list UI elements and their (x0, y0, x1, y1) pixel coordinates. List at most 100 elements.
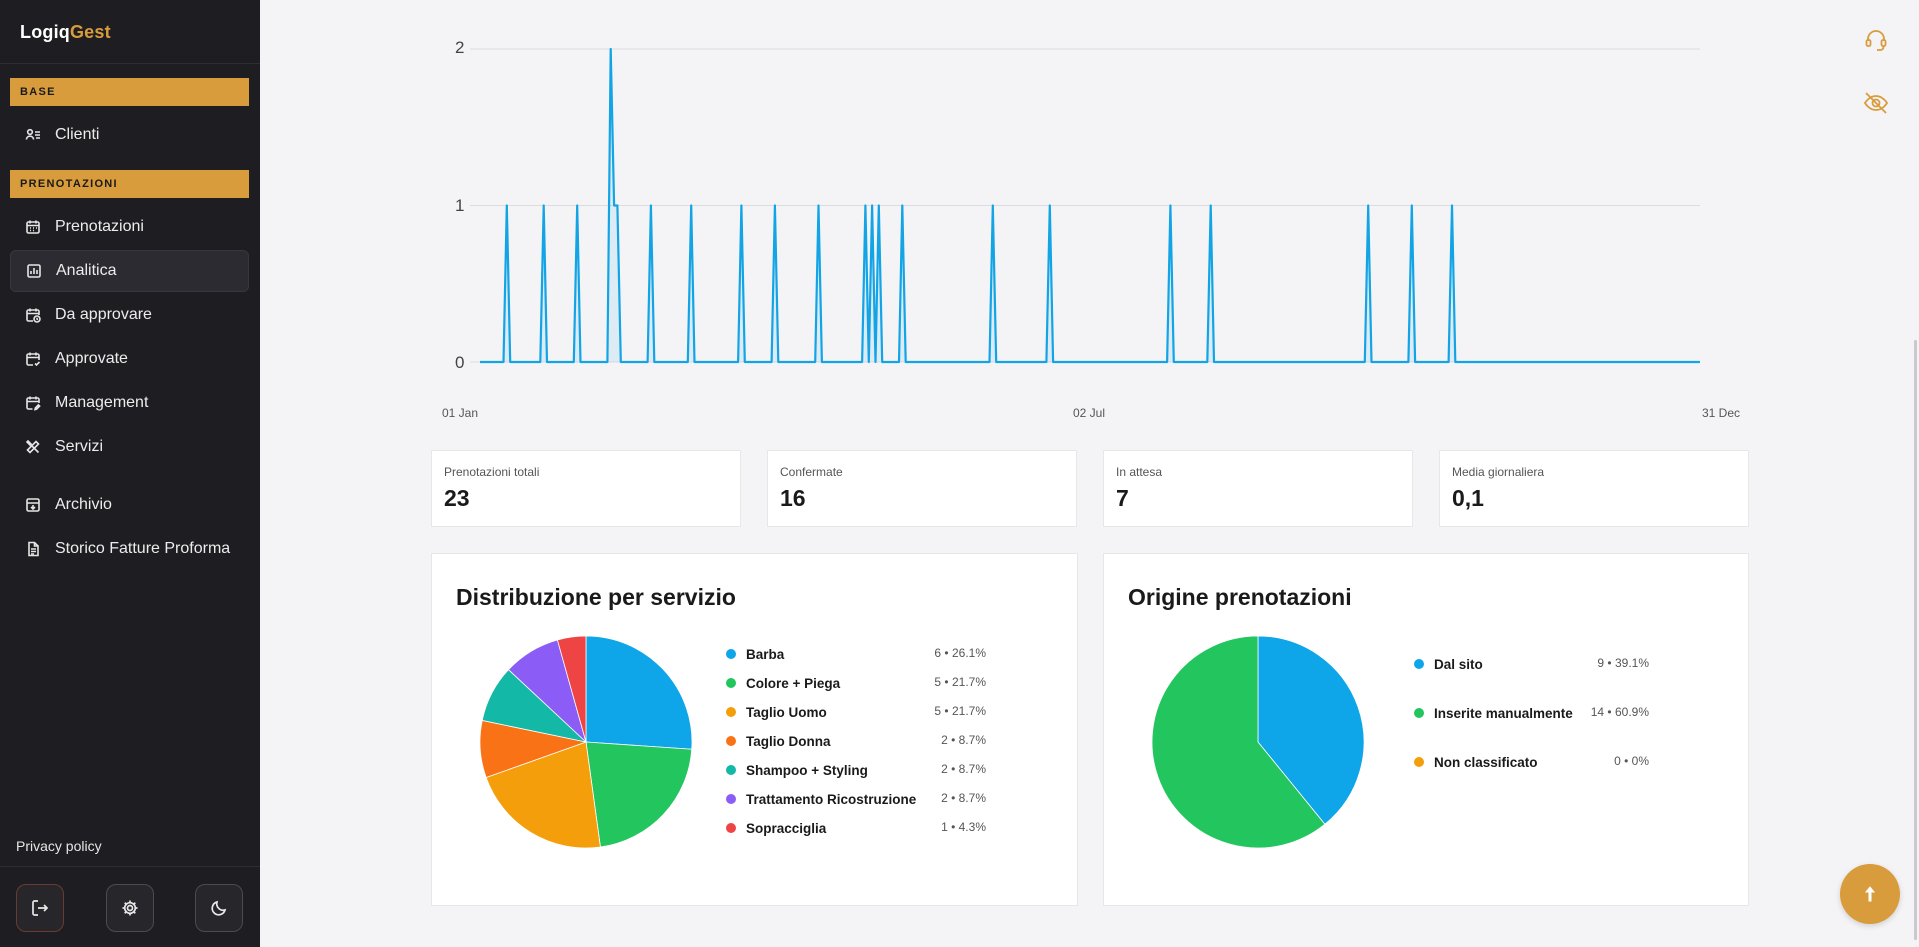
sidebar-item-label: Management (55, 394, 149, 411)
sidebar: LogiqGest BASE Clienti PRENOTAZIONI Pren… (0, 0, 260, 947)
stat-card-pending: In attesa 7 (1103, 450, 1413, 527)
legend-dot (726, 823, 736, 833)
sidebar-item-management[interactable]: Management (10, 382, 249, 424)
series-line (480, 47, 1700, 364)
legend-value: 2 • 8.7% (941, 733, 986, 747)
x-tick-label: 31 Dec (1702, 406, 1741, 420)
document-icon (25, 541, 41, 557)
section-header-base: BASE (10, 78, 249, 106)
sidebar-item-da-approvare[interactable]: Da approvare (10, 294, 249, 336)
stat-card-confirmed: Confermate 16 (767, 450, 1077, 527)
sidebar-item-label: Clienti (55, 126, 100, 143)
stat-label: In attesa (1116, 465, 1163, 479)
theme-toggle-button[interactable] (195, 884, 243, 932)
pie-slice (485, 741, 601, 849)
legend-value: 5 • 21.7% (934, 704, 986, 718)
sidebar-item-label: Approvate (55, 350, 128, 367)
calendar-icon (25, 219, 41, 235)
booking-origin-panel: Origine prenotazioni Dal sito 9 • 39.1% … (1103, 553, 1749, 906)
legend-dot (726, 765, 736, 775)
stat-card-total: Prenotazioni totali 23 (431, 450, 741, 527)
users-list-icon (25, 127, 41, 143)
service-pie-chart (479, 635, 693, 849)
legend-value: 5 • 21.7% (934, 675, 986, 689)
chart-icon (26, 263, 42, 279)
stat-value: 23 (444, 485, 470, 511)
panel-title: Origine prenotazioni (1128, 584, 1352, 610)
pie-slice (585, 741, 693, 848)
y-tick-label: 0 (455, 353, 465, 372)
y-tick-label: 1 (455, 196, 465, 215)
service-legend: Barba 6 • 26.1% Colore + Piega 5 • 21.7%… (726, 644, 986, 836)
brand-divider (0, 63, 260, 64)
main-content: 2 1 0 01 Jan 02 Jul 31 Dec Prenotazioni … (260, 0, 1919, 947)
headset-icon (1865, 30, 1887, 51)
pie-slice (585, 635, 693, 750)
legend-dot (1414, 757, 1424, 767)
section-header-prenotazioni: PRENOTAZIONI (10, 170, 249, 198)
legend-dot (1414, 708, 1424, 718)
legend-dot (726, 736, 736, 746)
toggle-visibility-button[interactable] (1861, 88, 1891, 118)
settings-button[interactable] (106, 884, 154, 932)
service-distribution-panel: Distribuzione per servizio Barba 6 • 26.… (431, 553, 1078, 906)
legend-label: Non classificato (1434, 754, 1538, 770)
legend-dot (726, 649, 736, 659)
calendar-edit-icon (25, 395, 41, 411)
privacy-policy-link[interactable]: Privacy policy (16, 838, 102, 854)
sidebar-item-analitica[interactable]: Analitica (10, 250, 249, 292)
origin-legend: Dal sito 9 • 39.1% Inserite manualmente … (1414, 654, 1649, 774)
sidebar-item-approvate[interactable]: Approvate (10, 338, 249, 380)
stat-card-daily-average: Media giornaliera 0,1 (1439, 450, 1749, 527)
legend-value: 2 • 8.7% (941, 762, 986, 776)
legend-label: Sopracciglia (746, 820, 827, 836)
eye-off-icon (1863, 92, 1889, 114)
legend-label: Barba (746, 646, 785, 662)
legend-label: Taglio Uomo (746, 704, 827, 720)
sidebar-item-clienti[interactable]: Clienti (10, 114, 249, 156)
sidebar-footer-divider (0, 866, 260, 867)
support-button[interactable] (1861, 25, 1891, 55)
brand-part1: Logiq (20, 22, 70, 42)
legend-value: 2 • 8.7% (941, 791, 986, 805)
stat-value: 0,1 (1452, 485, 1484, 511)
moon-icon (211, 900, 227, 916)
sidebar-item-label: Prenotazioni (55, 218, 144, 235)
legend-dot (726, 794, 736, 804)
tools-icon (25, 439, 41, 455)
logout-icon (32, 900, 49, 916)
sidebar-item-servizi[interactable]: Servizi (10, 426, 249, 468)
origin-pie-chart (1151, 635, 1365, 849)
calendar-clock-icon (25, 307, 41, 323)
sidebar-item-storico-fatture[interactable]: Storico Fatture Proforma (10, 528, 249, 570)
legend-dot (1414, 659, 1424, 669)
legend-value: 0 • 0% (1614, 754, 1649, 768)
stat-value: 7 (1116, 485, 1129, 511)
sidebar-item-label: Servizi (55, 438, 104, 455)
stat-label: Prenotazioni totali (444, 465, 540, 479)
panel-title: Distribuzione per servizio (456, 584, 736, 610)
pie-slice (556, 635, 587, 743)
brand-part2: Gest (69, 22, 111, 42)
logout-button[interactable] (16, 884, 64, 932)
legend-label: Colore + Piega (746, 675, 841, 691)
legend-label: Trattamento Ricostruzione (746, 791, 917, 807)
sidebar-item-prenotazioni[interactable]: Prenotazioni (10, 206, 249, 248)
sidebar-item-label: Archivio (55, 496, 112, 513)
legend-label: Inserite manualmente (1434, 705, 1573, 721)
x-tick-label: 02 Jul (1073, 406, 1106, 420)
brand-logo[interactable]: LogiqGest (20, 22, 111, 43)
y-tick-label: 2 (455, 38, 465, 57)
calendar-check-icon (25, 351, 41, 367)
sidebar-item-archivio[interactable]: Archivio (10, 484, 249, 526)
sidebar-item-label: Da approvare (55, 306, 152, 323)
legend-label: Dal sito (1434, 656, 1483, 672)
legend-label: Shampoo + Styling (746, 762, 868, 778)
scroll-to-top-button[interactable] (1840, 864, 1900, 924)
scrollbar-thumb[interactable] (1914, 340, 1917, 940)
legend-value: 9 • 39.1% (1597, 656, 1649, 670)
bookings-timeline-chart (470, 47, 1700, 364)
gear-icon (122, 900, 138, 916)
legend-dot (726, 678, 736, 688)
legend-value: 1 • 4.3% (941, 820, 986, 834)
